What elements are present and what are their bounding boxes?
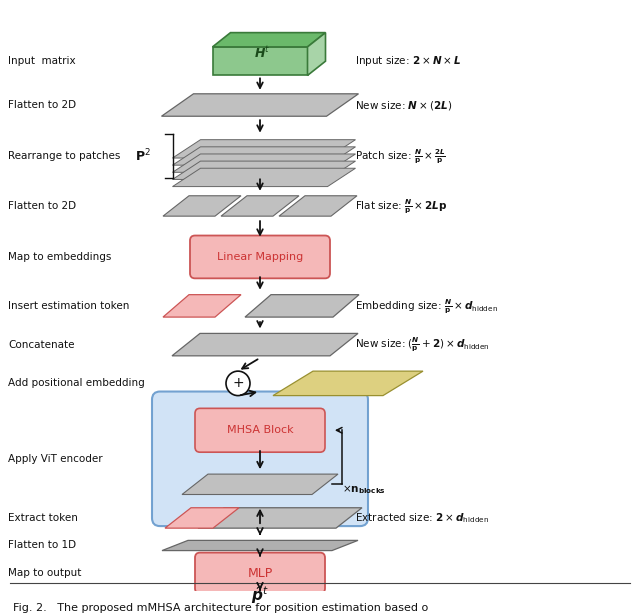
Polygon shape [165, 508, 239, 528]
Polygon shape [273, 371, 423, 395]
Text: $\mathbf{P}^2$: $\mathbf{P}^2$ [135, 148, 151, 164]
Text: Flat size: $\frac{\boldsymbol{N}}{\mathbf{p}} \times \mathbf{2}\boldsymbol{L}\ma: Flat size: $\frac{\boldsymbol{N}}{\mathb… [355, 197, 447, 215]
Polygon shape [161, 94, 358, 116]
Polygon shape [173, 168, 355, 187]
Text: Input size: $\mathbf{2} \times \boldsymbol{N} \times \boldsymbol{L}$: Input size: $\mathbf{2} \times \boldsymb… [355, 54, 461, 68]
Text: Rearrange to patches: Rearrange to patches [8, 151, 120, 161]
Text: Input  matrix: Input matrix [8, 56, 76, 66]
Polygon shape [307, 33, 326, 75]
Text: Patch size: $\frac{\boldsymbol{N}}{\mathbf{p}} \times \frac{\mathbf{2}\boldsymbo: Patch size: $\frac{\boldsymbol{N}}{\math… [355, 147, 446, 165]
Text: MHSA Block: MHSA Block [227, 425, 293, 436]
Text: Map to embeddings: Map to embeddings [8, 252, 111, 262]
Polygon shape [173, 161, 355, 179]
Polygon shape [212, 47, 307, 75]
Polygon shape [172, 333, 358, 356]
Text: Flatten to 2D: Flatten to 2D [8, 201, 76, 211]
FancyBboxPatch shape [152, 392, 368, 526]
Text: Extract token: Extract token [8, 513, 78, 523]
Polygon shape [212, 33, 326, 47]
Text: Insert estimation token: Insert estimation token [8, 301, 129, 311]
FancyBboxPatch shape [195, 553, 325, 593]
Text: New size: $\boldsymbol{N} \times (\mathbf{2}\boldsymbol{L})$: New size: $\boldsymbol{N} \times (\mathb… [355, 99, 452, 111]
FancyBboxPatch shape [190, 235, 330, 278]
Polygon shape [162, 540, 358, 551]
Polygon shape [173, 140, 355, 158]
Circle shape [226, 371, 250, 395]
Text: New size: $(\frac{\boldsymbol{N}}{\mathbf{p}} + \mathbf{2}) \times \boldsymbol{d: New size: $(\frac{\boldsymbol{N}}{\mathb… [355, 336, 490, 354]
Text: Fig. 2.   The proposed mMHSA architecture for position estimation based o: Fig. 2. The proposed mMHSA architecture … [13, 603, 428, 613]
Polygon shape [245, 294, 359, 317]
Text: Apply ViT encoder: Apply ViT encoder [8, 454, 102, 464]
Text: $+$: $+$ [232, 376, 244, 391]
Text: Map to output: Map to output [8, 568, 81, 578]
Text: Flatten to 1D: Flatten to 1D [8, 540, 76, 551]
Text: Linear Mapping: Linear Mapping [217, 252, 303, 262]
Polygon shape [198, 508, 362, 528]
Text: Add positional embedding: Add positional embedding [8, 378, 145, 388]
Polygon shape [173, 147, 355, 165]
Text: Flatten to 2D: Flatten to 2D [8, 100, 76, 110]
Polygon shape [173, 154, 355, 172]
Text: Concatenate: Concatenate [8, 339, 74, 350]
Text: $\times\mathbf{n}_{\mathbf{blocks}}$: $\times\mathbf{n}_{\mathbf{blocks}}$ [342, 483, 386, 496]
Polygon shape [279, 196, 357, 216]
Polygon shape [163, 294, 241, 317]
Polygon shape [221, 196, 299, 216]
Text: Embedding size: $\frac{\boldsymbol{N}}{\mathbf{p}} \times \boldsymbol{d}_{\mathr: Embedding size: $\frac{\boldsymbol{N}}{\… [355, 297, 498, 315]
Polygon shape [182, 474, 338, 495]
FancyBboxPatch shape [195, 408, 325, 452]
Polygon shape [163, 196, 241, 216]
Text: $\boldsymbol{H}^t$: $\boldsymbol{H}^t$ [254, 45, 270, 61]
Text: MLP: MLP [248, 567, 273, 580]
Text: $\tilde{\boldsymbol{p}}^t$: $\tilde{\boldsymbol{p}}^t$ [251, 585, 269, 606]
Text: Extracted size: $\mathbf{2} \times \boldsymbol{d}_{\mathrm{hidden}}$: Extracted size: $\mathbf{2} \times \bold… [355, 511, 489, 525]
